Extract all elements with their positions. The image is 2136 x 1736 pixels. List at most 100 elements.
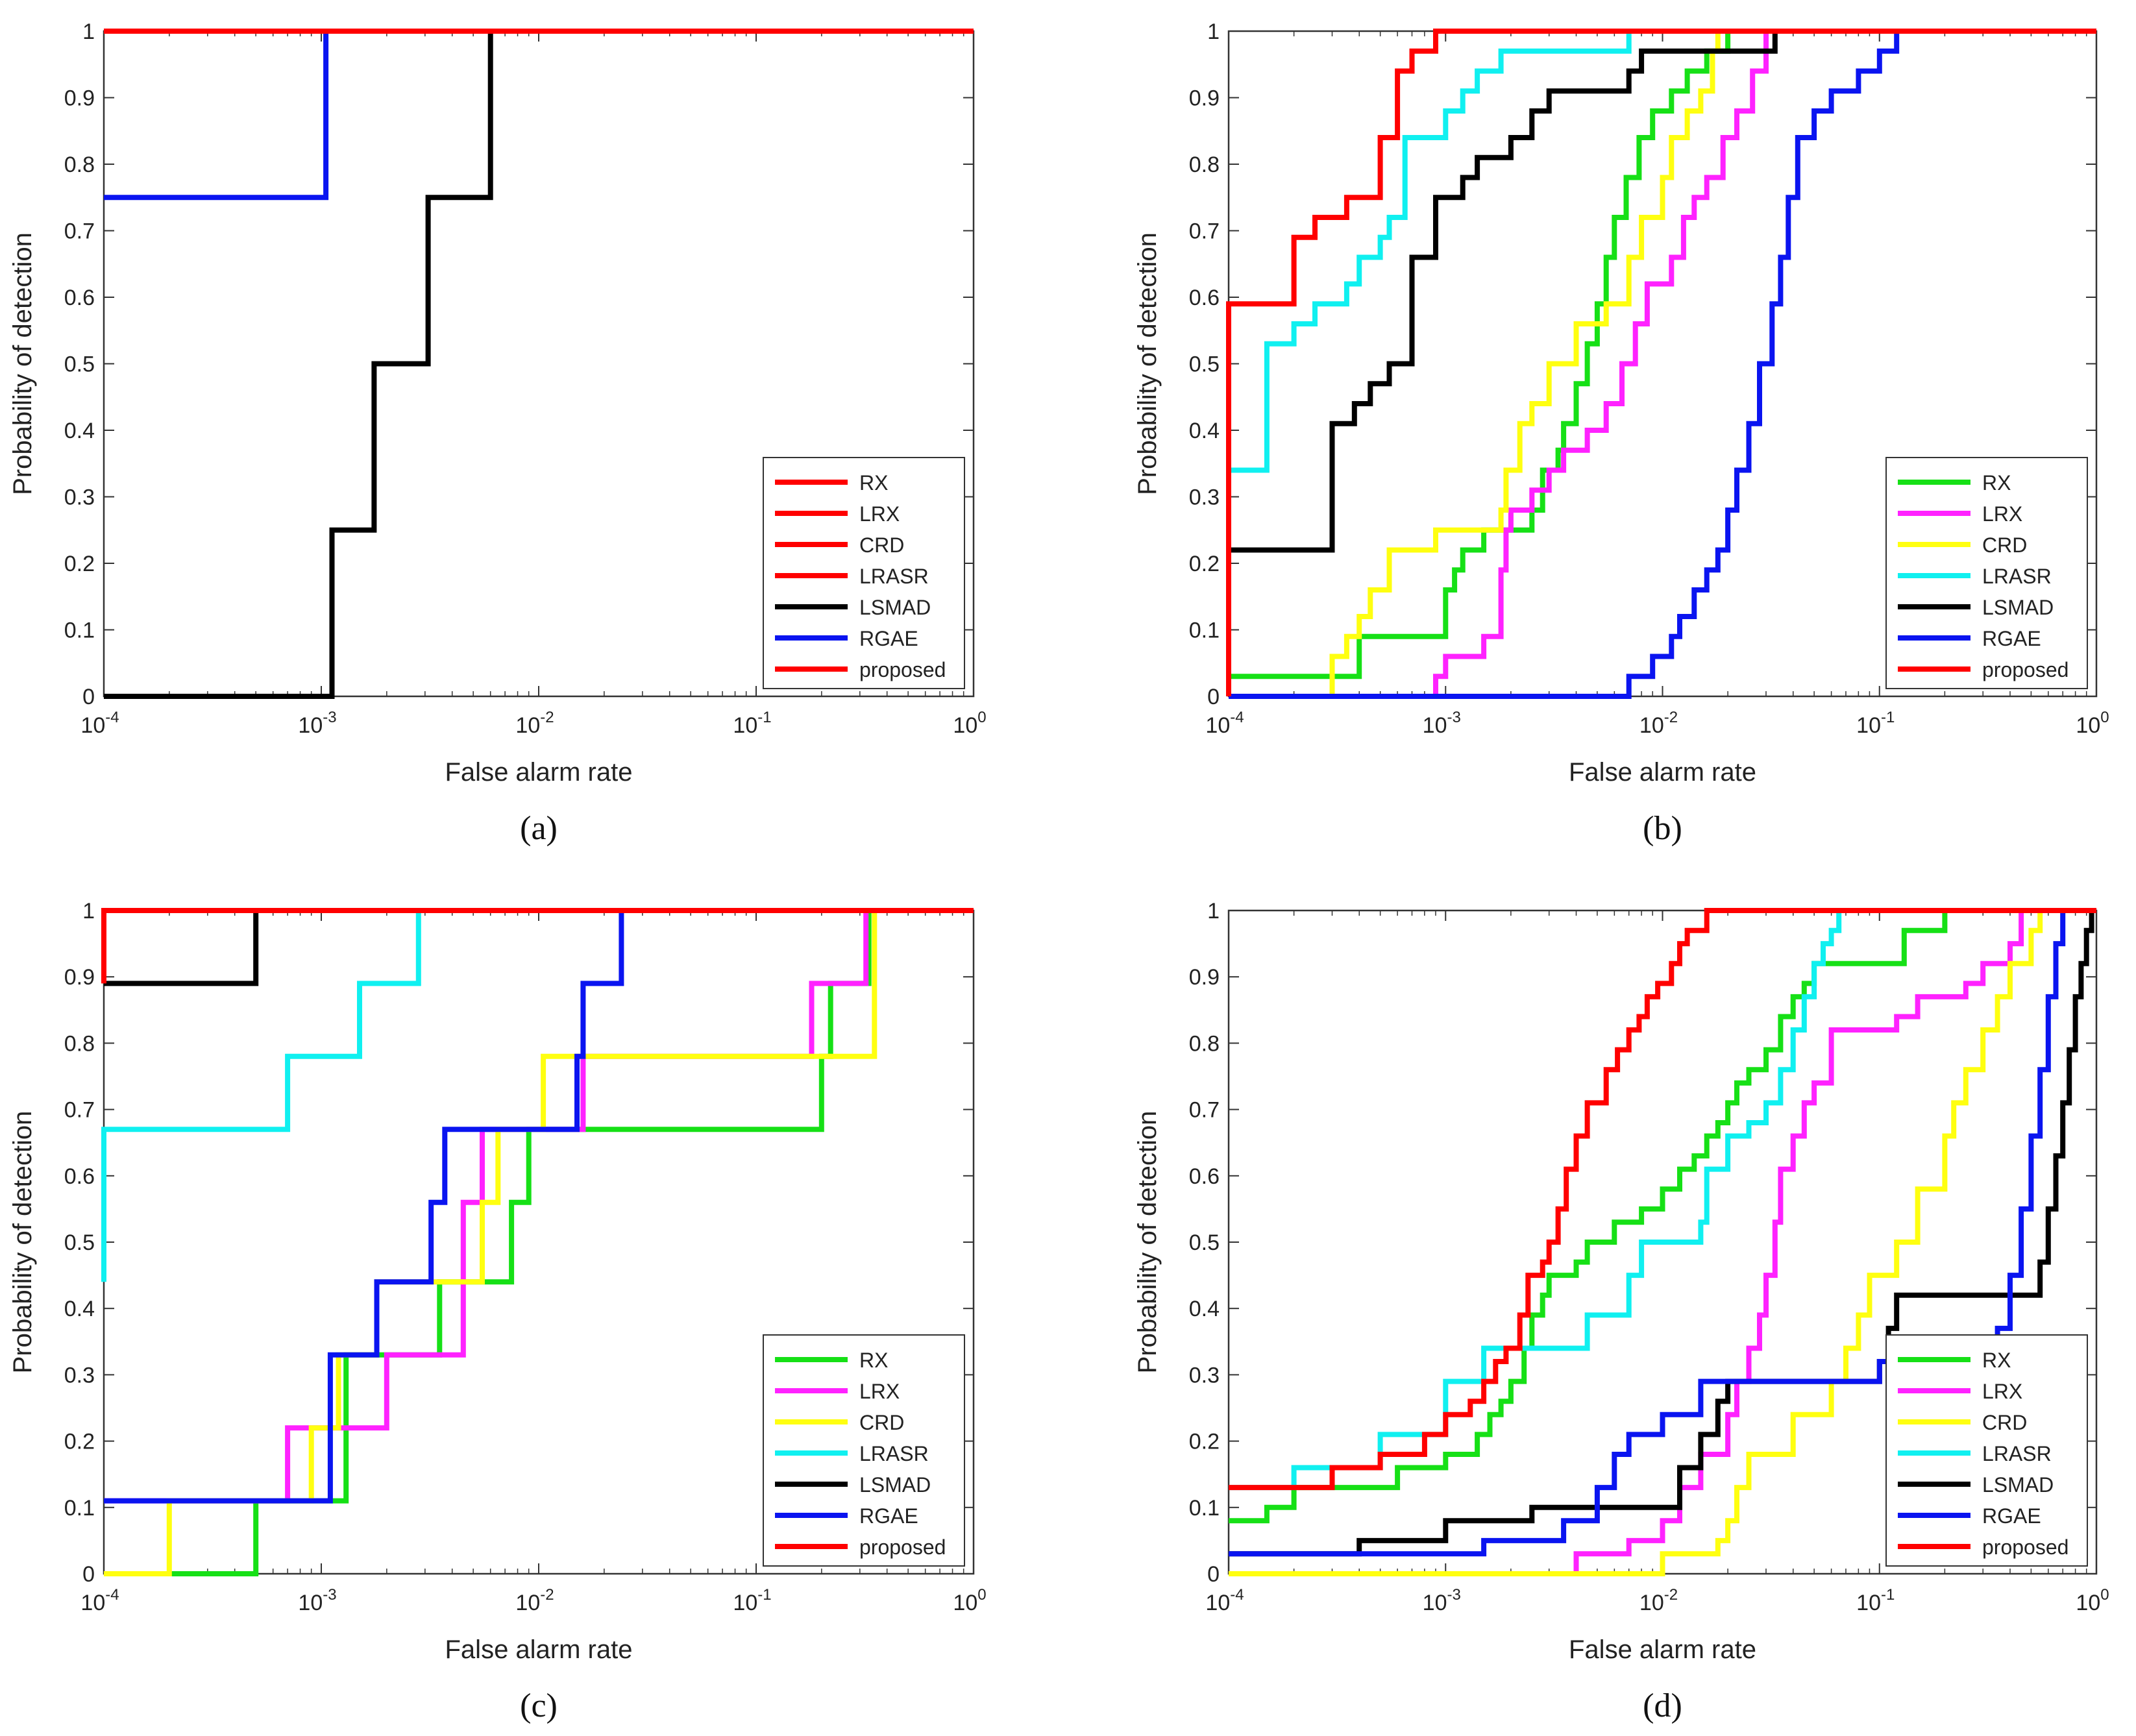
y-tick-label: 0.1	[64, 1496, 95, 1521]
y-axis-label: Probability of detection	[8, 232, 37, 495]
y-tick-label: 0.1	[64, 618, 95, 643]
legend-label: CRD	[859, 533, 904, 557]
y-tick-label: 0.4	[1189, 419, 1220, 443]
series-line-rgae	[104, 908, 974, 1504]
legend-label: RX	[1982, 471, 2011, 495]
y-tick-label: 1	[82, 899, 95, 923]
y-axis-label: Probability of detection	[1133, 232, 1162, 495]
y-tick-label: 0.9	[1189, 86, 1220, 111]
legend-label: RGAE	[859, 627, 918, 650]
y-tick-label: 0.2	[1189, 552, 1220, 576]
x-tick-label: 10-1	[1856, 709, 1895, 738]
series-line-lrasr	[1229, 908, 2096, 1491]
legend-label: LRX	[859, 502, 900, 526]
y-tick-label: 0.9	[64, 965, 95, 990]
legend-label: RX	[859, 471, 888, 495]
legend-label: proposed	[1982, 1535, 2068, 1559]
y-tick-label: 0.3	[64, 1363, 95, 1388]
series-line-proposed	[101, 908, 974, 984]
legend-label: CRD	[1982, 533, 2027, 557]
x-tick-label: 10-4	[1205, 1586, 1244, 1615]
y-tick-label: 0.9	[1189, 965, 1220, 990]
x-tick-label: 10-1	[733, 1586, 771, 1615]
legend-label: LRASR	[1982, 1442, 2052, 1465]
y-tick-label: 0	[1207, 685, 1220, 709]
x-tick-label: 10-3	[1423, 1586, 1461, 1615]
x-tick-label: 100	[953, 1586, 986, 1615]
legend-label: LRX	[1982, 1380, 2022, 1403]
series-line-rx	[1229, 908, 2096, 1524]
legend-label: LSMAD	[859, 596, 931, 619]
y-tick-label: 0.6	[1189, 286, 1220, 310]
series-line-lsmad	[1229, 29, 2096, 553]
y-tick-label: 0.6	[64, 1164, 95, 1189]
panel-label: (b)	[1643, 810, 1682, 847]
y-axis-label: Probability of detection	[8, 1111, 37, 1374]
legend-label: RX	[1982, 1349, 2011, 1372]
y-tick-label: 0.8	[64, 153, 95, 177]
y-tick-label: 0.2	[1189, 1430, 1220, 1454]
y-tick-label: 0.1	[1189, 618, 1220, 643]
y-tick-label: 1	[82, 19, 95, 44]
legend-label: CRD	[1982, 1411, 2027, 1434]
y-tick-label: 1	[1207, 19, 1220, 44]
x-tick-label: 100	[2076, 709, 2109, 738]
x-tick-label: 100	[953, 709, 986, 738]
y-tick-label: 0.3	[64, 485, 95, 510]
legend-label: RGAE	[1982, 1504, 2041, 1528]
y-tick-label: 0	[82, 1562, 95, 1587]
legend-label: CRD	[859, 1411, 904, 1434]
series-line-lsmad	[1229, 908, 2096, 1557]
x-tick-label: 10-3	[298, 1586, 336, 1615]
series-line-rx	[1226, 29, 2096, 696]
y-tick-label: 0.4	[64, 419, 95, 443]
y-tick-label: 0.3	[1189, 1363, 1220, 1388]
y-tick-label: 0.7	[1189, 219, 1220, 244]
x-tick-label: 10-4	[1205, 709, 1244, 738]
y-tick-label: 0.8	[1189, 153, 1220, 177]
y-tick-label: 0.7	[1189, 1098, 1220, 1123]
x-axis-label: False alarm rate	[445, 758, 633, 787]
y-axis-label: Probability of detection	[1133, 1111, 1162, 1374]
y-tick-label: 0.6	[1189, 1164, 1220, 1189]
panel-label: (c)	[520, 1687, 558, 1724]
x-tick-label: 10-1	[733, 709, 771, 738]
y-tick-label: 0.2	[64, 552, 95, 576]
chart-panel-d: 10-4 10-3 10-2 10-1 100 0 0.1 0.2 0.3 0.4 0.5 0.6 0.…	[1133, 899, 2109, 1724]
x-axis-label: False alarm rate	[445, 1635, 633, 1664]
y-tick-label: 0.7	[64, 219, 95, 244]
series-line-lrx	[1229, 29, 2096, 699]
y-tick-label: 0.5	[64, 352, 95, 377]
panel-label: (d)	[1643, 1687, 1682, 1724]
y-tick-label: 0.8	[64, 1031, 95, 1056]
series-line-proposed	[1229, 908, 2096, 1491]
x-tick-label: 10-3	[1423, 709, 1461, 738]
series-line-rgae	[1229, 29, 2096, 699]
series-line-crd	[1229, 29, 2096, 699]
y-tick-label: 0	[1207, 1562, 1220, 1587]
chart-panel-c: 10-4 10-3 10-2 10-1 100 0 0.1 0.2 0.3 0.4 0.5 0.6 0.…	[8, 899, 987, 1724]
y-tick-label: 0.7	[64, 1098, 95, 1123]
legend-label: LRX	[1982, 502, 2022, 526]
y-tick-label: 0.5	[64, 1230, 95, 1255]
legend-label: LRASR	[859, 1442, 929, 1465]
series-line-lrasr	[1229, 29, 2096, 473]
series-line-lrasr	[101, 908, 974, 1282]
legend-label: LSMAD	[859, 1473, 931, 1497]
y-tick-label: 0.5	[1189, 352, 1220, 377]
y-tick-label: 0.1	[1189, 1496, 1220, 1521]
series-line-crd	[1229, 908, 2096, 1576]
y-tick-label: 0.5	[1189, 1230, 1220, 1255]
series-line-proposed	[1226, 29, 2096, 696]
panel-label: (a)	[520, 810, 558, 847]
legend-label: LSMAD	[1982, 1473, 2054, 1497]
x-tick-label: 10-4	[80, 709, 119, 738]
legend-label: LRASR	[859, 565, 929, 588]
y-tick-label: 0	[82, 685, 95, 709]
legend-label: LRX	[859, 1380, 900, 1403]
legend-label: RGAE	[1982, 627, 2041, 650]
x-tick-label: 10-2	[515, 709, 554, 738]
x-tick-label: 10-1	[1856, 1586, 1895, 1615]
y-tick-label: 0.2	[64, 1430, 95, 1454]
